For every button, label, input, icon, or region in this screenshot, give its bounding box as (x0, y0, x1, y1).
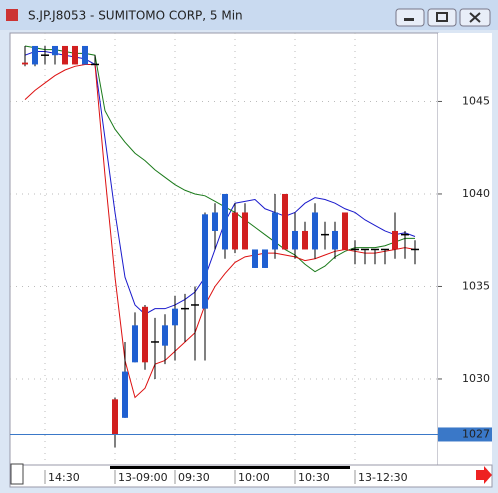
candle-body (122, 371, 128, 418)
candle-body (72, 45, 78, 65)
scroll-track (110, 466, 350, 469)
indicator-line (24, 51, 416, 315)
candle-body (22, 62, 28, 65)
scroll-thumb[interactable] (10, 463, 24, 485)
minimize-button[interactable] (395, 8, 425, 27)
x-tick-label: 10:00 (238, 471, 270, 484)
candle-body (242, 212, 248, 250)
app-icon (6, 9, 18, 21)
y-tick-label: 1040 (462, 187, 490, 200)
indicator-line (24, 45, 415, 273)
x-tick-label: 13-09:00 (118, 471, 168, 484)
candle-body (312, 212, 318, 250)
candle-body (162, 325, 168, 346)
time-axis (9, 464, 493, 488)
candle-body (212, 212, 218, 231)
maximize-button[interactable] (427, 8, 457, 27)
candle-body (112, 399, 118, 435)
price-axis (438, 33, 492, 465)
candle-body (222, 193, 228, 250)
candle-body (82, 45, 88, 65)
candle-body (342, 212, 348, 250)
candle-body (132, 325, 138, 363)
minimize-icon (404, 18, 414, 21)
y-tick-label: 1030 (462, 372, 490, 385)
window-buttons[interactable] (395, 8, 491, 27)
candle-body (332, 230, 338, 250)
candle-body (272, 212, 278, 250)
candle-body (232, 212, 238, 250)
maximize-icon (436, 12, 448, 22)
candle-body (392, 230, 398, 250)
candle-body (252, 249, 258, 268)
window-title: S.JP.J8053 - SUMITOMO CORP, 5 Min (28, 9, 243, 23)
candle-body (302, 230, 308, 250)
indicator-line (24, 63, 416, 399)
y-tick-label: 1035 (462, 279, 490, 292)
chart-layer: 1030 1035 1040 1045 14:30 13-09:00 09:30 10:00 1… (10, 33, 492, 484)
x-tick-label: 13-12:30 (358, 471, 408, 484)
candle-body (292, 230, 298, 250)
candle-body (172, 308, 178, 326)
x-tick-label: 09:30 (178, 471, 210, 484)
candle-body (32, 45, 38, 65)
close-icon (469, 12, 481, 23)
last-price-box (438, 427, 492, 442)
candle-body (262, 249, 268, 268)
x-tick-label: 14:30 (48, 471, 80, 484)
scroll-right-arrow[interactable] (476, 466, 492, 484)
candle-body (62, 45, 68, 65)
candle-body (202, 214, 208, 309)
candle-body (142, 306, 148, 363)
candle-body (282, 193, 288, 250)
candle-body (52, 45, 58, 56)
x-tick-label: 10:30 (298, 471, 330, 484)
y-tick-label: 1045 (462, 94, 490, 107)
last-price-label: 1027 (462, 427, 490, 440)
